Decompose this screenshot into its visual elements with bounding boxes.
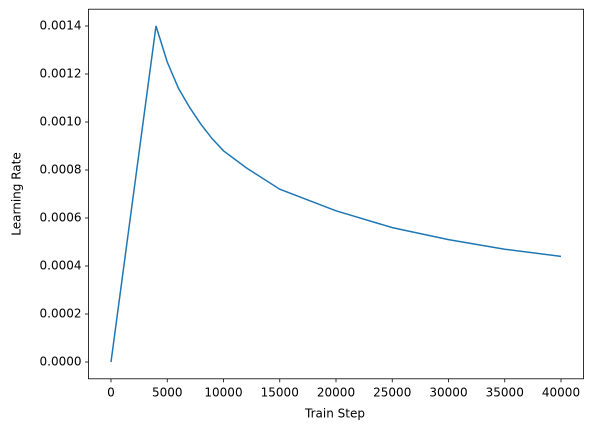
y-tick-label: 0.0014 <box>40 19 82 33</box>
y-tick-label: 0.0012 <box>40 67 82 81</box>
x-tick-label: 35000 <box>486 385 524 399</box>
line-series <box>110 25 562 363</box>
x-tick-label: 5000 <box>152 385 183 399</box>
y-tick-label: 0.0008 <box>40 163 82 177</box>
y-axis-label: Learning Rate <box>10 152 24 235</box>
x-tick-label: 25000 <box>373 385 411 399</box>
y-tick-label: 0.0000 <box>40 355 82 369</box>
x-tick-label: 10000 <box>204 385 242 399</box>
x-axis-label: Train Step <box>304 407 365 421</box>
y-tick-label: 0.0002 <box>40 307 82 321</box>
axes-frame <box>88 8 584 380</box>
y-tick-label: 0.0004 <box>40 259 82 273</box>
x-tick-label: 30000 <box>429 385 467 399</box>
y-tick-label: 0.0010 <box>40 115 82 129</box>
x-tick-label: 0 <box>107 385 115 399</box>
x-tick-label: 15000 <box>261 385 299 399</box>
x-tick-label: 40000 <box>542 385 580 399</box>
x-tick-label: 20000 <box>317 385 355 399</box>
y-tick-label: 0.0006 <box>40 211 82 225</box>
